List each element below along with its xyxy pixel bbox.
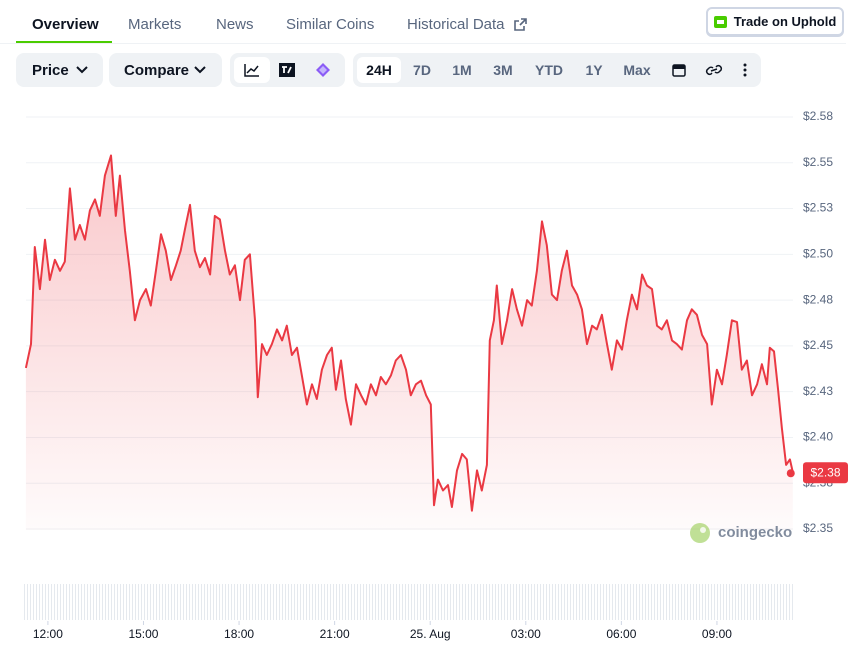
y-tick-label: $2.48 bbox=[803, 292, 833, 306]
y-tick-label: $2.43 bbox=[803, 384, 833, 398]
more-button[interactable] bbox=[733, 57, 757, 83]
dropdown-label: Compare bbox=[124, 61, 190, 79]
tab-underline bbox=[16, 41, 112, 44]
link-button[interactable] bbox=[699, 57, 729, 83]
tradingview-button[interactable] bbox=[270, 57, 304, 83]
trade-button-label: Trade on Uphold bbox=[733, 14, 837, 29]
y-tick-label: $2.45 bbox=[803, 338, 833, 352]
last-point bbox=[786, 469, 795, 478]
volume-texture bbox=[24, 584, 794, 620]
range-button[interactable]: 1Y bbox=[585, 62, 603, 78]
last-price-label: $2.38 bbox=[810, 465, 840, 479]
range-button[interactable]: 24H bbox=[357, 57, 401, 83]
x-tick-label: 21:00 bbox=[320, 627, 350, 641]
line-icon bbox=[244, 64, 259, 77]
y-tick-label: $2.55 bbox=[803, 155, 833, 169]
tab[interactable]: News bbox=[216, 16, 254, 33]
range-button[interactable]: 3M bbox=[493, 62, 513, 78]
trade-button[interactable]: Trade on Uphold bbox=[706, 7, 844, 36]
price-area bbox=[25, 155, 793, 530]
last-price-badge bbox=[803, 462, 848, 484]
y-tick-label: $2.53 bbox=[803, 201, 833, 215]
y-tick-label: $2.50 bbox=[803, 247, 833, 261]
ai-icon bbox=[316, 63, 330, 77]
watermark-text: coingecko bbox=[718, 524, 792, 541]
chevron bbox=[76, 66, 88, 74]
more-icon bbox=[743, 63, 747, 77]
price-dropdown[interactable]: Price bbox=[16, 53, 103, 87]
x-tick-label: 06:00 bbox=[606, 627, 636, 641]
dropdown-label: Price bbox=[32, 61, 69, 79]
x-tick-label: 09:00 bbox=[702, 627, 732, 641]
calendar-button[interactable] bbox=[665, 57, 693, 83]
tradingview-icon bbox=[279, 63, 295, 77]
y-tick-label: $2.35 bbox=[803, 521, 833, 535]
x-tick-label: 15:00 bbox=[128, 627, 158, 641]
watermark: coingecko bbox=[690, 523, 792, 543]
tab[interactable]: Overview bbox=[32, 16, 99, 33]
compare-dropdown[interactable]: Compare bbox=[109, 53, 222, 87]
tab[interactable]: Historical Data bbox=[407, 16, 505, 33]
y-tick-label: $2.58 bbox=[803, 109, 833, 123]
calendar-icon bbox=[672, 64, 686, 77]
divider bbox=[0, 43, 846, 44]
range-button[interactable]: Max bbox=[623, 62, 651, 78]
ai-button[interactable] bbox=[306, 57, 340, 83]
range-button[interactable]: 7D bbox=[413, 62, 431, 78]
x-tick-label: 18:00 bbox=[224, 627, 254, 641]
tab[interactable]: Similar Coins bbox=[286, 16, 375, 33]
x-tick-label: 03:00 bbox=[511, 627, 541, 641]
x-tick-label: 12:00 bbox=[33, 627, 63, 641]
tab[interactable]: Markets bbox=[128, 16, 182, 33]
x-tick-label: 25. Aug bbox=[410, 627, 451, 641]
chevron bbox=[194, 66, 206, 74]
y-tick-label: $2.40 bbox=[803, 430, 833, 444]
range-group: 24H 7D 1M 3M YTD 1Y Max bbox=[353, 53, 761, 87]
line-chart-button[interactable] bbox=[234, 57, 270, 83]
range-button[interactable]: YTD bbox=[535, 62, 563, 78]
range-button[interactable]: 1M bbox=[452, 62, 472, 78]
link-icon bbox=[705, 64, 723, 76]
uphold-icon bbox=[713, 15, 727, 28]
price-line bbox=[24, 154, 794, 512]
chart-type-group bbox=[230, 53, 345, 87]
external-link-icon bbox=[514, 18, 527, 31]
